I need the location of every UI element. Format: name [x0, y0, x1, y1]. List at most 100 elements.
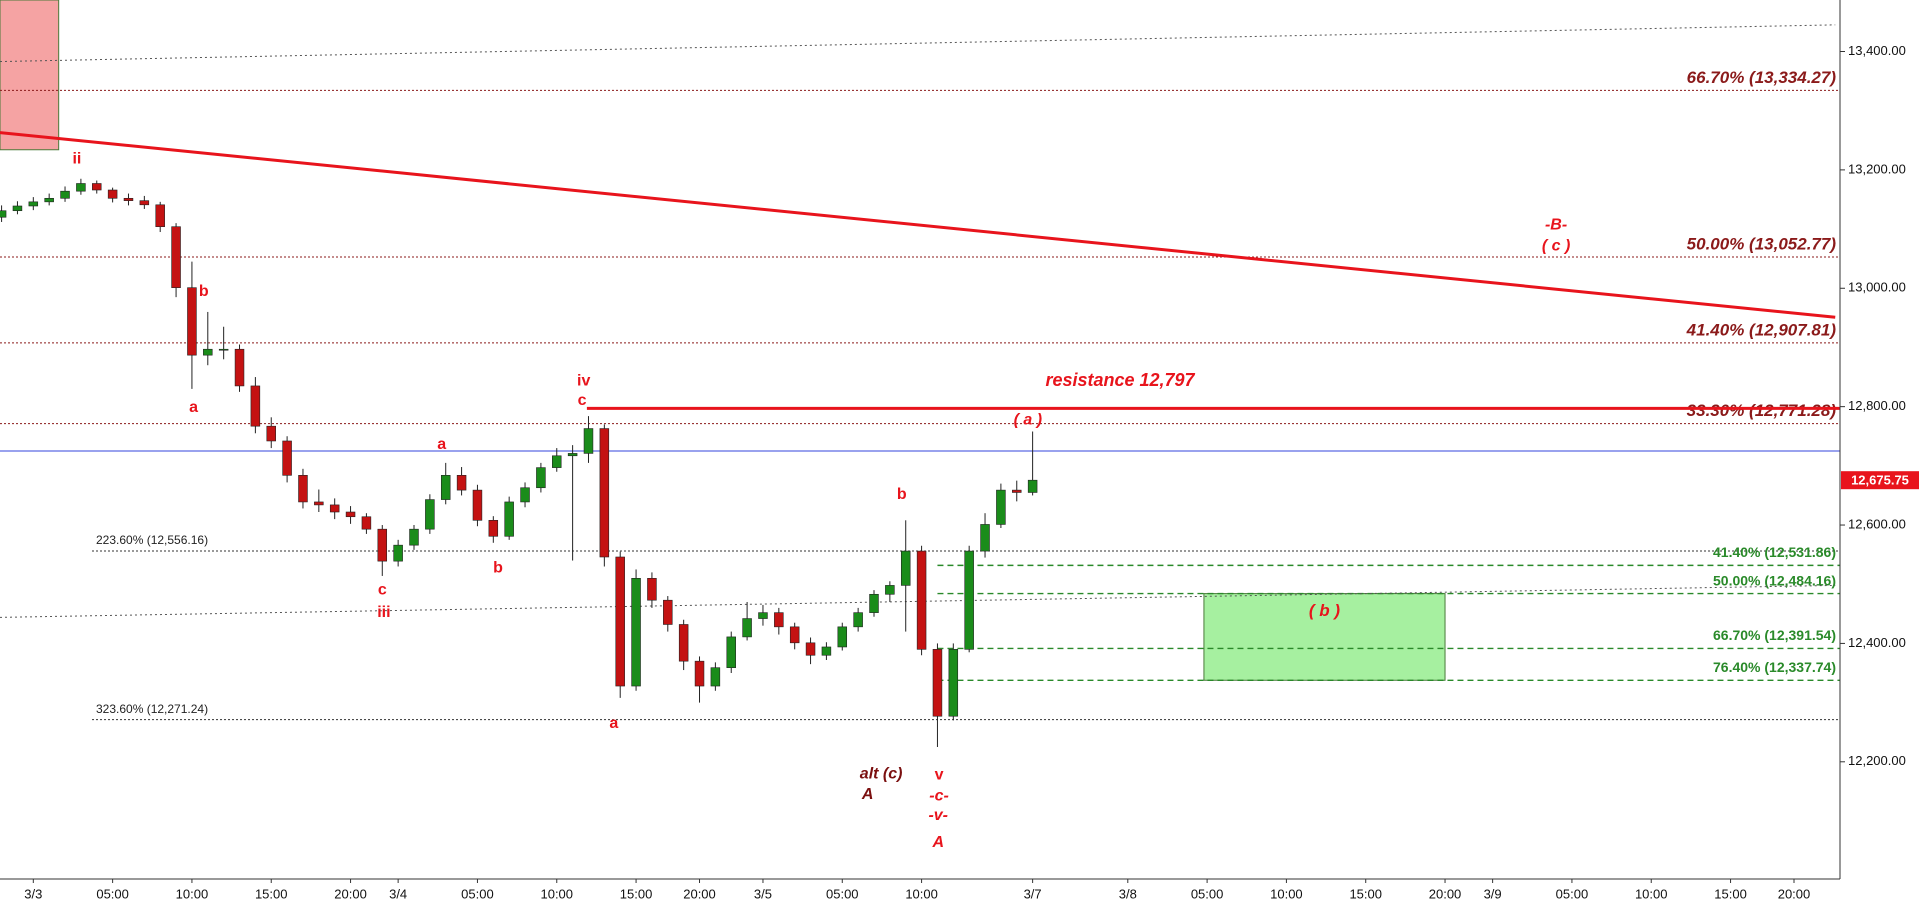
x-tick-label: 15:00	[620, 886, 653, 901]
candle-body	[1012, 489, 1022, 493]
candle-body	[647, 578, 657, 601]
zone	[1203, 593, 1446, 681]
x-tick-label: 20:00	[1778, 886, 1811, 901]
candle-body	[599, 428, 610, 558]
candle-body	[282, 440, 292, 476]
wave-label: c	[578, 392, 587, 409]
candle-body	[250, 385, 261, 427]
fib-level-label: 66.70% (13,334.27)	[1687, 68, 1837, 87]
candle-body	[821, 646, 832, 656]
candle-body	[139, 200, 150, 206]
candle-body	[203, 348, 213, 356]
candle-body	[218, 348, 229, 351]
candle-body	[742, 618, 752, 638]
candle-body	[60, 190, 70, 199]
wave-label: b	[493, 559, 503, 576]
candle-body	[996, 489, 1006, 525]
candle-body	[92, 183, 102, 191]
trendline	[0, 24, 1836, 63]
candle-body	[663, 599, 673, 625]
x-tick-label: 20:00	[334, 886, 367, 901]
x-tick-label: 20:00	[683, 886, 716, 901]
candle-body	[314, 501, 324, 506]
x-tick-label: 05:00	[96, 886, 129, 901]
candle-body	[440, 475, 451, 500]
candle-body	[472, 489, 483, 521]
x-tick-label: 10:00	[540, 886, 573, 901]
y-tick-label: 12,400.00	[1848, 635, 1906, 650]
x-tick-label: 10:00	[1635, 886, 1668, 901]
zone	[0, 0, 60, 151]
wave-label: ( c )	[1542, 237, 1570, 254]
candle-body	[916, 550, 927, 650]
candle-body	[28, 201, 39, 207]
candle-body	[694, 660, 705, 687]
x-tick-label: 3/5	[754, 886, 772, 901]
candle-body	[504, 501, 514, 537]
candle-body	[377, 528, 388, 562]
trendline	[0, 584, 1836, 618]
candle-body	[631, 578, 641, 687]
wave-label: b	[897, 486, 907, 503]
y-tick-label: 12,800.00	[1848, 398, 1906, 413]
candle-body	[456, 475, 467, 491]
candle-body	[789, 626, 800, 644]
candle-body	[948, 649, 959, 717]
y-tick-label: 12,600.00	[1848, 516, 1906, 531]
candle-body	[932, 649, 943, 717]
y-tick-label: 13,200.00	[1848, 161, 1906, 176]
candle-body	[361, 516, 372, 530]
candle-body	[536, 467, 546, 489]
wave-label: A	[861, 786, 874, 803]
wave-label: v	[935, 767, 944, 784]
wave-label: ii	[72, 150, 81, 167]
candle-body	[520, 487, 530, 503]
wave-label: alt (c)	[860, 765, 903, 782]
trendline	[0, 131, 1836, 319]
wave-label: A	[931, 834, 944, 851]
candle-body	[805, 642, 816, 656]
wave-label: -c-	[929, 787, 949, 804]
retracement-level-label: 66.70% (12,391.54)	[1713, 627, 1836, 643]
y-tick-label: 13,400.00	[1848, 43, 1906, 58]
wave-label: -v-	[928, 807, 948, 824]
x-tick-label: 10:00	[1270, 886, 1303, 901]
x-tick-label: 3/7	[1024, 886, 1042, 901]
candle-body	[1027, 479, 1038, 493]
fib-level-label: 33.30% (12,771.28)	[1687, 401, 1837, 420]
candle-body	[345, 511, 356, 518]
candle-body	[393, 544, 403, 562]
zone-label: ( b )	[1309, 601, 1340, 620]
candle-body	[567, 453, 578, 457]
candle-body	[187, 287, 197, 356]
y-tick-label: 13,000.00	[1848, 280, 1906, 295]
candle-body	[329, 504, 340, 513]
extension-level-label: 323.60% (12,271.24)	[96, 702, 208, 716]
x-tick-label: 05:00	[1191, 886, 1224, 901]
wave-label: iv	[577, 372, 590, 389]
candle-body	[837, 626, 848, 648]
wave-label: a	[609, 715, 618, 732]
retracement-level-label: 76.40% (12,337.74)	[1713, 659, 1836, 675]
candle-body	[298, 475, 308, 503]
retracement-level-label: 50.00% (12,484.16)	[1713, 572, 1836, 588]
fib-level-label: 41.40% (12,907.81)	[1686, 320, 1837, 339]
wave-label: -B-	[1545, 217, 1567, 234]
candle-body	[425, 499, 435, 530]
candle-body	[853, 612, 863, 628]
candle-body	[869, 593, 879, 613]
fib-level-label: 50.00% (13,052.77)	[1687, 235, 1837, 254]
retracement-level-label: 41.40% (12,531.86)	[1713, 544, 1836, 560]
wave-label: b	[199, 283, 209, 300]
candle-body	[409, 528, 419, 546]
x-tick-label: 3/3	[24, 886, 42, 901]
candle-body	[107, 189, 118, 199]
candle-body	[123, 197, 134, 201]
x-tick-label: 15:00	[1349, 886, 1382, 901]
x-tick-label: 3/8	[1119, 886, 1137, 901]
candle-body	[710, 667, 721, 687]
